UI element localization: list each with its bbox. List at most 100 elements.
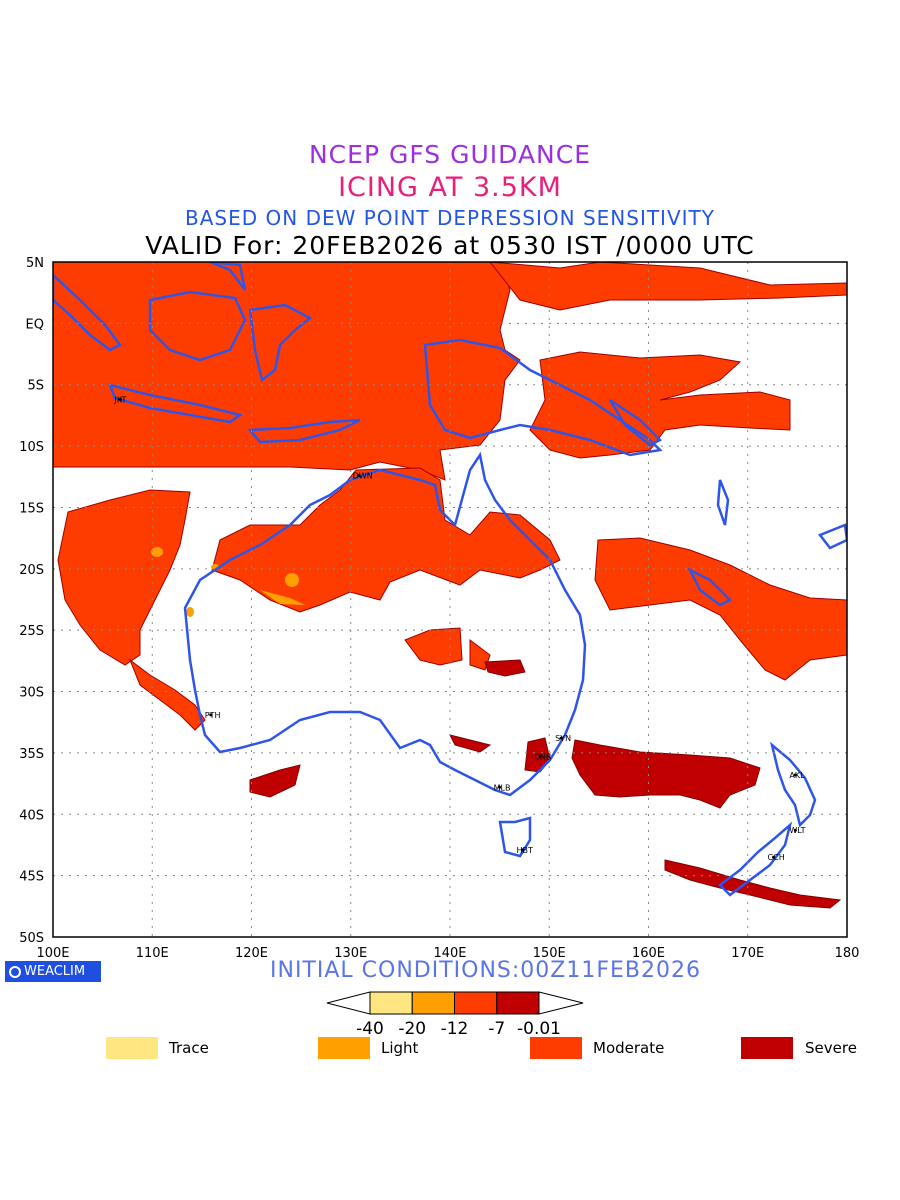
- icing-area-southern-ocean-severe: [664, 859, 842, 909]
- coastline-tasmania: [498, 816, 532, 858]
- city-dot: [357, 474, 361, 478]
- city-dot: [538, 755, 542, 759]
- lat-label: EQ: [26, 317, 44, 332]
- colorbar-tick: -7: [488, 1019, 505, 1039]
- city-markers: JKT DWN PTH SYN CNB MLB HBT AKL WLT CCH: [113, 395, 805, 862]
- coastline-new-caledonia: [687, 567, 733, 607]
- city-dot: [793, 773, 797, 777]
- lat-label: 40S: [19, 808, 44, 823]
- city-dot: [209, 713, 213, 717]
- city-dot: [520, 848, 524, 852]
- city-label: HBT: [516, 846, 533, 855]
- lon-label: 170E: [731, 946, 764, 961]
- lon-label: 130E: [334, 946, 367, 961]
- title-valid-time: VALID For: 20FEB2026 at 0530 IST /0000 U…: [145, 231, 755, 260]
- map-frame: [52, 261, 848, 938]
- longitude-labels: 100E 110E 120E 130E 140E 150E 160E 170E 180: [36, 946, 859, 961]
- city-label: DWN: [353, 472, 373, 481]
- colorbar-tick: -20: [398, 1019, 426, 1039]
- coastline-solomons: [608, 398, 663, 447]
- lon-label: 120E: [235, 946, 268, 961]
- city-label: CCH: [768, 853, 785, 862]
- colorbar-tick: -12: [441, 1019, 469, 1039]
- colorbar-segment: [369, 991, 413, 1015]
- lat-label: 5N: [26, 256, 44, 271]
- lat-label: 30S: [19, 686, 44, 701]
- lat-label: 25S: [19, 624, 44, 639]
- coastline-vanuatu: [716, 479, 730, 526]
- coastline-fiji: [818, 523, 847, 550]
- lon-label: 110E: [136, 946, 169, 961]
- moderate-icing-areas: [53, 262, 847, 731]
- city-dot: [118, 397, 122, 401]
- legend-swatch: [741, 1037, 793, 1059]
- icing-area-tasman-severe: [571, 739, 761, 809]
- city-label: JKT: [113, 395, 126, 404]
- city-label: PTH: [205, 711, 221, 720]
- lon-label: 100E: [36, 946, 69, 961]
- colorbar-tick: -0.01: [517, 1019, 561, 1039]
- lat-label: 20S: [19, 563, 44, 578]
- coastline-sulawesi: [248, 303, 313, 383]
- lat-label: 50S: [19, 931, 44, 946]
- city-dot: [793, 828, 797, 832]
- map-grid: [53, 262, 847, 937]
- colorbar-segment: [411, 991, 455, 1015]
- coastline-new-guinea: [423, 338, 663, 457]
- colorbar-right-arrow: [538, 991, 584, 1015]
- icing-area-bass-severe: [449, 734, 492, 753]
- colorbar-tick: -40: [356, 1019, 384, 1039]
- icing-area-south-severe-small: [484, 659, 526, 677]
- title-line-3: BASED ON DEW POINT DEPRESSION SENSITIVIT…: [185, 206, 715, 230]
- title-line-1: NCEP GFS GUIDANCE: [308, 140, 591, 169]
- icing-area-great-bight-severe: [249, 764, 301, 798]
- severe-icing-areas: [249, 659, 842, 909]
- lon-label: 140E: [433, 946, 466, 961]
- lon-label: 150E: [533, 946, 566, 961]
- colorbar-segment: [496, 991, 540, 1015]
- lon-label: 180: [835, 946, 860, 961]
- city-label: SYN: [555, 734, 571, 743]
- coastline-sumatra: [53, 273, 122, 352]
- icing-area-north-australia: [211, 467, 561, 613]
- legend-label: Moderate: [593, 1039, 665, 1057]
- coastline-java: [107, 383, 243, 424]
- copyright-icon: [9, 966, 21, 978]
- icing-area-north-pacific-band: [489, 262, 847, 311]
- city-dot: [772, 855, 776, 859]
- city-label: MLB: [494, 783, 511, 792]
- colorbar: -40 -20 -12 -7 -0.01: [326, 991, 584, 1039]
- icing-area-southwest-tail: [128, 658, 206, 731]
- city-label: WLT: [789, 826, 805, 835]
- legend-label: Severe: [805, 1039, 857, 1057]
- coastline-new-zealand-south: [718, 821, 793, 897]
- legend-label: Light: [381, 1039, 419, 1057]
- icing-area-maritime-continent: [53, 262, 521, 481]
- colorbar-segment: [454, 991, 498, 1015]
- light-trace-icing-areas: [151, 547, 305, 617]
- city-dot: [559, 736, 563, 740]
- legend-swatch: [530, 1037, 582, 1059]
- lat-label: 15S: [19, 501, 44, 516]
- coastline-australia: [183, 451, 587, 797]
- coastline-new-zealand-north: [769, 741, 817, 828]
- coastline-philippines: [209, 262, 247, 291]
- legend-swatch: [318, 1037, 370, 1059]
- latitude-labels: 5N EQ 5S 10S 15S 20S 25S 30S 35S 40S 45S 50S: [19, 256, 44, 946]
- icing-area-west-of-australia: [57, 489, 191, 666]
- lat-label: 5S: [27, 379, 44, 394]
- city-label: AKL: [789, 771, 805, 780]
- legend-swatch: [106, 1037, 158, 1059]
- coastline-timor-chain: [247, 418, 361, 444]
- lat-label: 10S: [19, 440, 44, 455]
- lon-label: 160E: [632, 946, 665, 961]
- legend-label: Trace: [169, 1039, 209, 1057]
- weaclim-logo: WEACLIM: [5, 961, 101, 982]
- icing-area-png-east: [529, 351, 791, 459]
- icing-area-coral-sea: [594, 537, 847, 681]
- logo-text: WEACLIM: [24, 964, 86, 979]
- colorbar-left-arrow: [326, 991, 371, 1015]
- city-dot: [498, 785, 502, 789]
- coastline-borneo: [148, 290, 247, 362]
